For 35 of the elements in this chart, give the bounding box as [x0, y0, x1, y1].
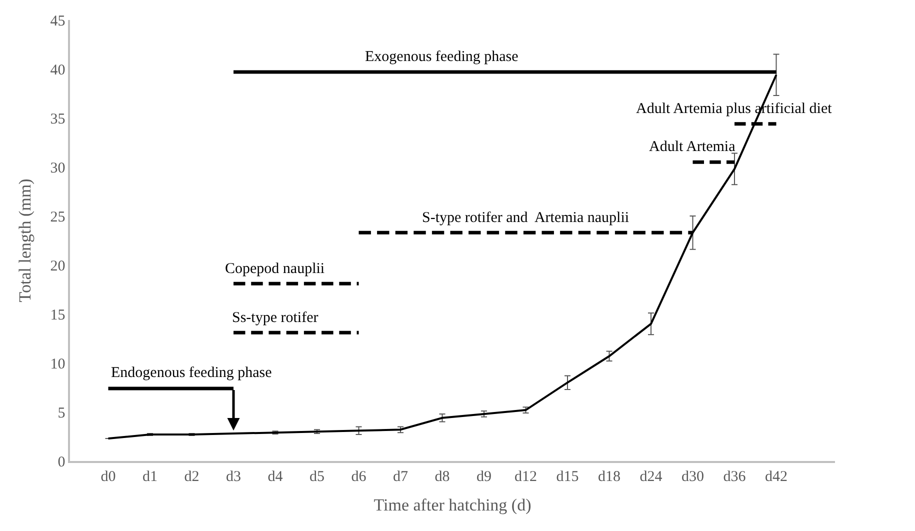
y-tick-label: 35: [50, 111, 66, 128]
annotation: Copepod nauplii: [225, 261, 325, 277]
annotation: Adult Artemia: [649, 139, 736, 155]
x-tick-label: d36: [723, 468, 746, 485]
y-tick-label: 10: [50, 356, 66, 372]
annotation: Endogenous feeding phase: [111, 365, 272, 381]
x-tick-label: d2: [184, 468, 200, 485]
y-tick-label: 15: [50, 307, 66, 324]
x-tick-label: d42: [765, 468, 788, 485]
x-tick-label: d0: [100, 468, 116, 485]
y-tick-label: 5: [58, 405, 66, 422]
y-tick-label: 0: [58, 454, 66, 470]
y-axis-title: Total length (mm): [15, 178, 34, 302]
annotation: S-type rotifer and Artemia nauplii: [422, 210, 630, 226]
annotation: Exogenous feeding phase: [365, 49, 519, 65]
annotation: Ss-type rotifer: [232, 310, 318, 326]
x-tick-label: d18: [598, 468, 620, 485]
x-tick-label: d30: [682, 468, 704, 485]
y-tick-label: 25: [50, 209, 66, 226]
y-tick-label: 40: [50, 62, 66, 78]
x-tick-label: d6: [351, 468, 367, 485]
y-tick-label: 30: [50, 160, 66, 176]
x-tick-label: d3: [226, 468, 241, 485]
x-tick-label: d1: [142, 468, 158, 485]
x-tick-label: d4: [268, 468, 284, 485]
x-tick-label: d8: [434, 468, 450, 485]
x-tick-label: d9: [476, 468, 492, 485]
x-tick-label: d7: [393, 468, 408, 485]
y-tick-label: 20: [50, 258, 66, 274]
x-tick-label: d5: [310, 468, 324, 485]
x-tick-label: d12: [514, 468, 537, 485]
x-tick-label: d24: [640, 468, 663, 485]
x-axis-title: Time after hatching (d): [374, 496, 532, 515]
x-tick-label: d15: [556, 468, 579, 485]
y-tick-label: 45: [50, 13, 66, 30]
